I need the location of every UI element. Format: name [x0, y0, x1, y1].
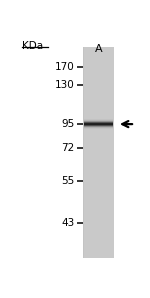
Bar: [84, 47, 109, 258]
Bar: [83, 47, 90, 258]
Bar: [83, 47, 85, 258]
Bar: [84, 47, 105, 258]
Text: KDa: KDa: [22, 41, 43, 52]
Bar: [83, 47, 93, 258]
Bar: [84, 47, 110, 258]
Bar: [83, 47, 96, 258]
Bar: [84, 47, 104, 258]
Bar: [84, 47, 112, 258]
Bar: [83, 47, 84, 258]
Bar: [83, 47, 91, 258]
Bar: [84, 47, 108, 258]
Bar: [83, 47, 86, 258]
Bar: [83, 47, 90, 258]
Text: 43: 43: [61, 218, 75, 228]
Bar: [83, 47, 97, 258]
Bar: [84, 47, 102, 258]
Bar: [83, 47, 88, 258]
Bar: [84, 47, 100, 258]
Bar: [84, 47, 107, 258]
Bar: [83, 47, 94, 258]
Bar: [84, 47, 103, 258]
Text: 130: 130: [55, 80, 75, 90]
Bar: [83, 47, 92, 258]
Text: 55: 55: [61, 176, 75, 187]
Bar: [84, 47, 111, 258]
Text: 95: 95: [61, 119, 75, 129]
Text: A: A: [94, 44, 102, 54]
Bar: [84, 47, 101, 258]
Bar: [83, 47, 85, 258]
Bar: [84, 47, 106, 258]
Bar: [83, 47, 93, 258]
Text: 72: 72: [61, 143, 75, 153]
Bar: [84, 47, 106, 258]
Bar: [83, 47, 95, 258]
Bar: [83, 47, 95, 258]
Bar: [83, 47, 94, 258]
Bar: [83, 47, 84, 258]
Bar: [84, 47, 114, 258]
Bar: [83, 47, 87, 258]
Bar: [83, 47, 96, 258]
Bar: [84, 47, 104, 258]
Bar: [83, 47, 87, 258]
Bar: [84, 47, 102, 258]
Bar: [83, 47, 92, 258]
Bar: [83, 47, 91, 258]
Bar: [83, 47, 89, 258]
Bar: [84, 47, 113, 258]
Bar: [83, 47, 88, 258]
Bar: [83, 47, 86, 258]
Bar: [83, 47, 98, 258]
Bar: [84, 47, 99, 258]
Bar: [84, 47, 112, 258]
Bar: [84, 47, 101, 258]
Bar: [83, 47, 97, 258]
Bar: [83, 47, 98, 258]
Bar: [84, 47, 109, 258]
Bar: [84, 47, 110, 258]
Bar: [84, 47, 107, 258]
Bar: [84, 47, 99, 258]
Bar: [84, 47, 111, 258]
Bar: [84, 47, 103, 258]
Bar: [84, 47, 108, 258]
Text: 170: 170: [55, 62, 75, 72]
Bar: [84, 47, 105, 258]
